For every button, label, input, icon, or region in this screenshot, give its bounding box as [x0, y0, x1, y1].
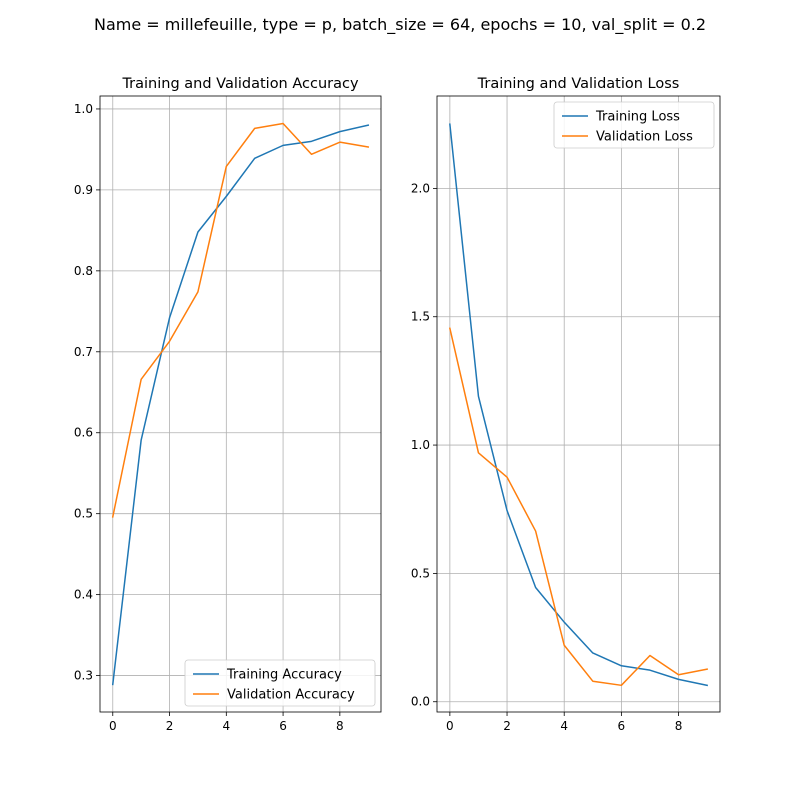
accuracy-y-tick-label: 0.6 — [74, 426, 93, 440]
accuracy-y-tick-label: 0.4 — [74, 588, 93, 602]
accuracy-series-validation-line — [111, 122, 370, 518]
accuracy-y-tick-label: 0.9 — [74, 183, 93, 197]
loss-y-tick-label: 1.5 — [411, 310, 430, 324]
accuracy-x-tick-label: 4 — [222, 719, 230, 733]
accuracy-x-tick-label: 0 — [109, 719, 117, 733]
accuracy-axes-frame — [99, 95, 382, 713]
accuracy-legend-box — [184, 659, 376, 707]
loss-x-tick-label: 8 — [675, 719, 683, 733]
loss-legend-label-validation: Validation Loss — [596, 130, 693, 145]
loss-x-tick-label: 2 — [503, 719, 511, 733]
loss-y-tick-label: 1.0 — [411, 438, 430, 452]
accuracy-x-tick-label: 2 — [166, 719, 174, 733]
loss-legend-label-training: Training Loss — [595, 110, 680, 125]
accuracy-y-tick-label: 0.8 — [74, 264, 93, 278]
accuracy-y-tick-label: 0.7 — [74, 345, 93, 359]
loss-x-tick-label: 6 — [618, 719, 626, 733]
loss-y-tick-label: 2.0 — [411, 181, 430, 195]
loss-series-training-line — [449, 123, 709, 687]
accuracy-legend-label-validation: Validation Accuracy — [227, 688, 355, 703]
loss-legend-box — [553, 101, 715, 149]
accuracy-y-tick-label: 0.5 — [74, 507, 93, 521]
loss-x-tick-label: 0 — [446, 719, 454, 733]
loss-x-tick-label: 4 — [560, 719, 568, 733]
loss-axes-frame — [436, 95, 721, 713]
accuracy-y-tick-label: 0.3 — [74, 669, 93, 683]
loss-y-tick-label: 0.5 — [411, 566, 430, 580]
loss-y-tick-label: 0.0 — [411, 695, 430, 709]
accuracy-chart-title: Training and Validation Accuracy — [121, 76, 359, 92]
figure-suptitle: Name = millefeuille, type = p, batch_siz… — [94, 15, 706, 35]
accuracy-legend-label-training: Training Accuracy — [226, 668, 342, 683]
accuracy-y-tick-label: 1.0 — [74, 102, 93, 116]
accuracy-legend: Training Accuracy Validation Accuracy — [184, 659, 376, 707]
accuracy-chart: 0 2 4 6 8 0.3 0.4 0.5 0.6 0.7 0.8 0.9 1.0 Training an… — [74, 76, 382, 733]
loss-legend: Training Loss Validation Loss — [553, 101, 715, 149]
accuracy-x-tick-label: 6 — [279, 719, 287, 733]
accuracy-series-training-line — [111, 124, 370, 686]
accuracy-x-tick-label: 8 — [336, 719, 344, 733]
loss-series-validation-line — [448, 327, 709, 687]
loss-chart-title: Training and Validation Loss — [477, 76, 680, 92]
loss-chart: 0 2 4 6 8 0.0 0.5 1.0 1.5 2.0 Training and Validat… — [411, 76, 721, 733]
